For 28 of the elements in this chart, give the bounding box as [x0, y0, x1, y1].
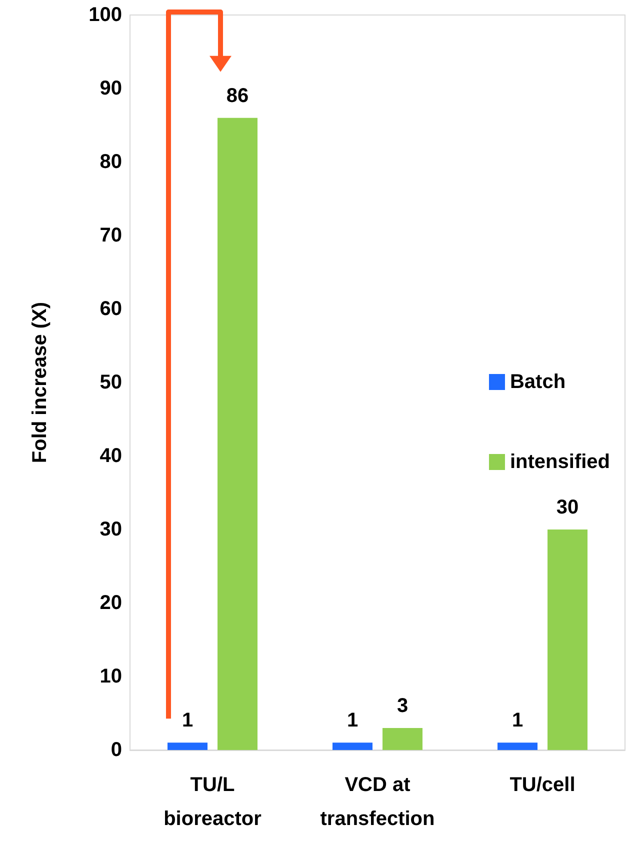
data-label: 30	[556, 496, 579, 518]
x-tick-label: TU/cell	[510, 774, 576, 796]
y-tick-label: 30	[100, 518, 122, 540]
data-label: 86	[226, 84, 249, 107]
y-tick-label: 80	[100, 151, 122, 173]
y-tick-label: 90	[100, 78, 122, 100]
y-tick-label: 10	[100, 666, 122, 688]
y-tick-label: 60	[100, 298, 122, 320]
y-tick-label: 50	[100, 372, 122, 394]
y-tick-label: 40	[100, 445, 122, 467]
bar	[498, 742, 538, 750]
bar	[382, 728, 422, 750]
data-label: 3	[396, 694, 408, 717]
data-label: 1	[512, 710, 524, 732]
legend-label: intensified	[510, 451, 610, 473]
bar	[168, 742, 208, 750]
y-tick-label: 70	[100, 224, 122, 246]
data-label: 1	[182, 710, 194, 732]
legend-label: Batch	[510, 371, 566, 393]
y-tick-label: 0	[110, 739, 122, 761]
y-tick-label: 20	[100, 592, 122, 614]
y-tick-label: 100	[88, 4, 122, 26]
bar	[332, 742, 372, 750]
x-tick-label: TU/L bioreactor	[164, 774, 262, 830]
data-label: 1	[346, 710, 358, 732]
bar	[548, 530, 588, 750]
x-tick-label: VCD at transfection	[320, 774, 435, 830]
y-axis-title: Fold increase (X)	[29, 302, 51, 464]
